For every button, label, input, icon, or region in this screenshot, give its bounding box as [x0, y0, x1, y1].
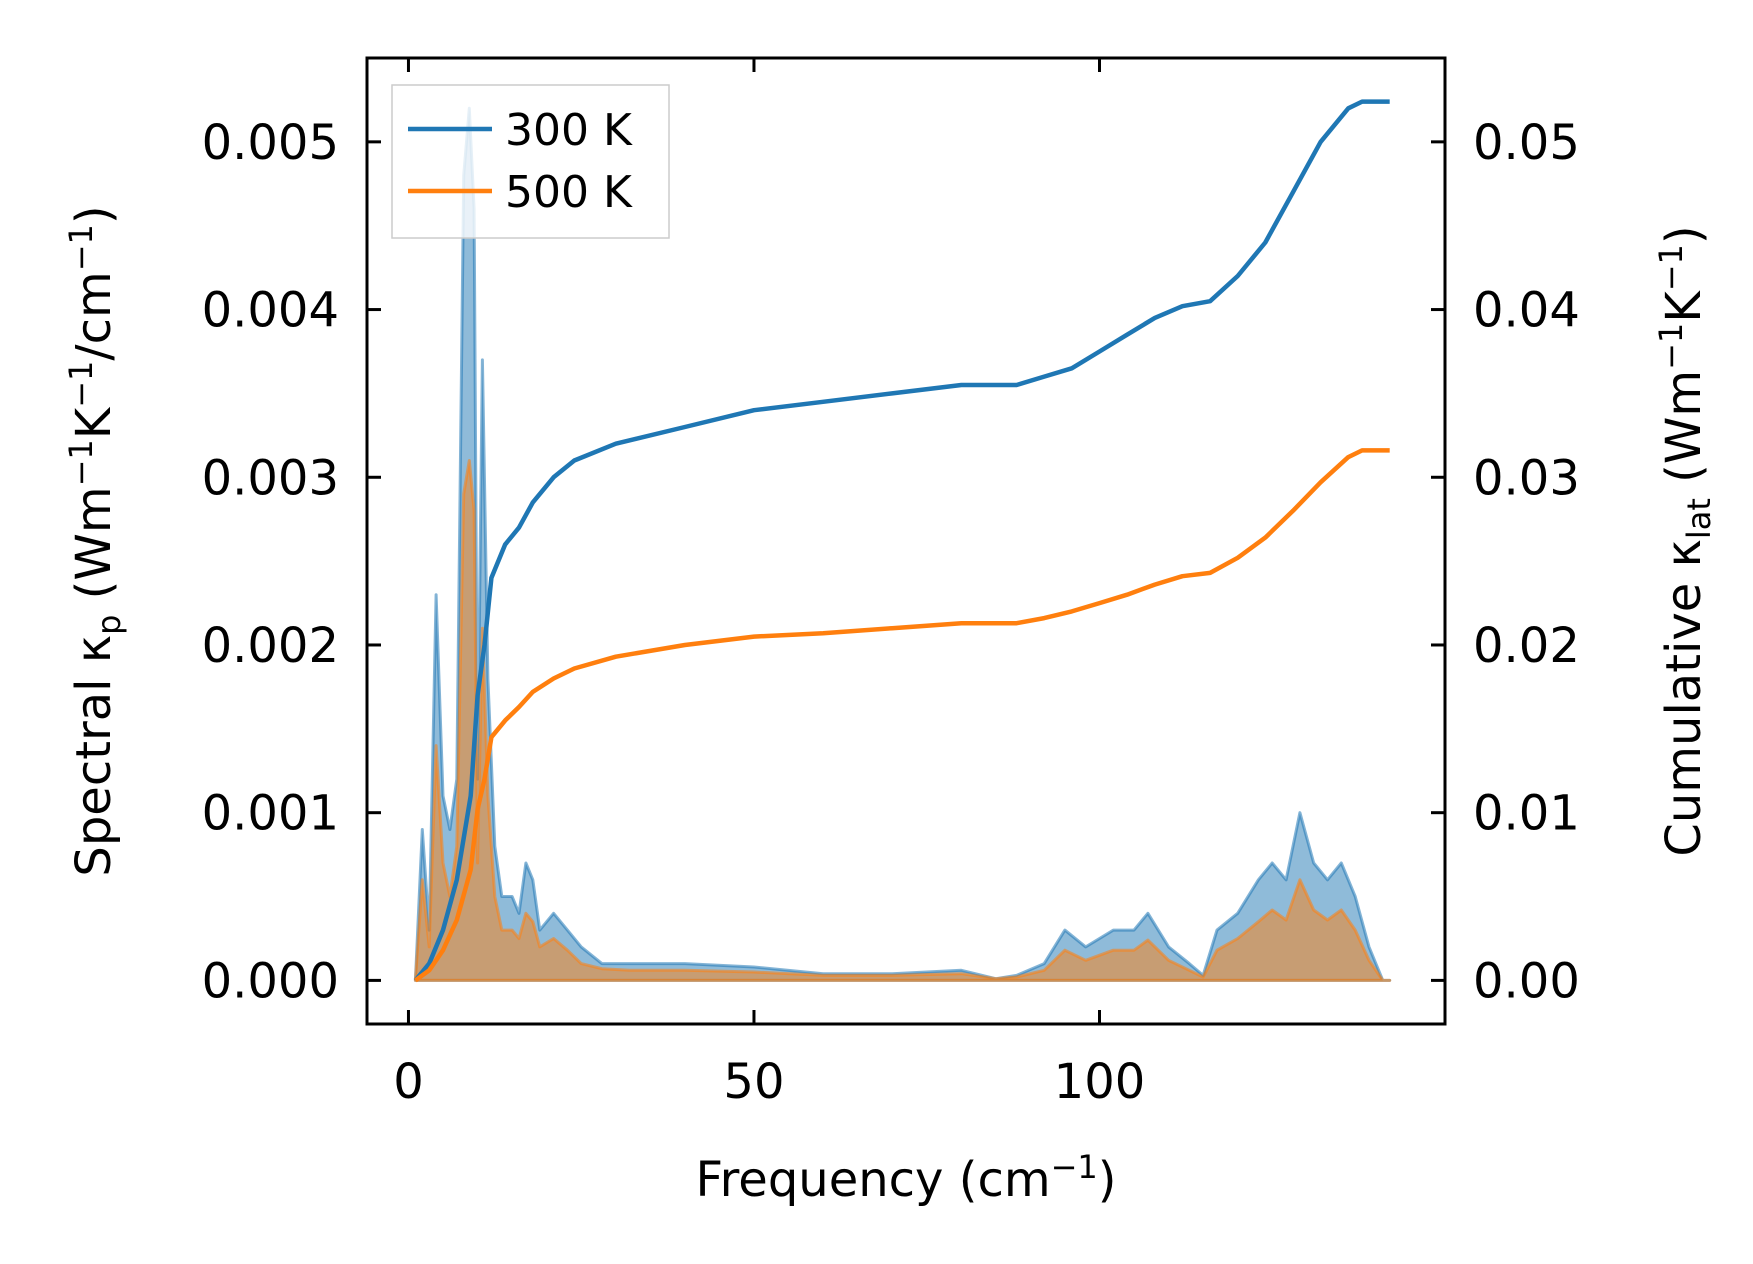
plot-frame [365, 56, 1447, 1026]
left-y-tick-label: 0.002 [202, 618, 339, 674]
x-tick-label: 50 [723, 1054, 784, 1110]
spectral-area-300k [413, 106, 1392, 982]
right-y-ticks: 0.00 0.01 0.02 0.03 0.04 0.05 [1431, 115, 1580, 1009]
legend-box [391, 84, 670, 239]
x-ticks: 0 50 100 [393, 58, 1145, 1110]
left-y-axis-title: Spectral κp (Wm−1K−1/cm−1) [62, 205, 128, 876]
legend-label-300k: 300 K [505, 105, 633, 156]
spectral-area-500k [413, 459, 1392, 982]
cumulative-line-500k [414, 448, 1390, 983]
left-y-tick-label: 0.001 [202, 786, 339, 842]
left-y-tick-label: 0.005 [202, 115, 339, 171]
right-y-tick-label: 0.03 [1473, 450, 1580, 506]
right-y-tick-label: 0.00 [1473, 953, 1580, 1009]
legend: 300 K 500 K [391, 84, 670, 239]
left-y-tick-label: 0.003 [202, 450, 339, 506]
right-y-tick-label: 0.01 [1473, 786, 1580, 842]
x-tick-label: 100 [1054, 1054, 1146, 1110]
right-y-axis-title: Cumulative κlat (Wm−1K−1) [1652, 225, 1718, 856]
cumulative-line-300k [413, 99, 1390, 982]
right-y-tick-label: 0.05 [1473, 115, 1580, 171]
cumulative-lines [413, 99, 1390, 983]
spectral-fills [413, 106, 1392, 982]
left-y-tick-label: 0.004 [202, 283, 339, 339]
right-y-tick-label: 0.04 [1473, 283, 1580, 339]
right-y-tick-label: 0.02 [1473, 618, 1580, 674]
left-y-ticks: 0.000 0.001 0.002 0.003 0.004 0.005 [202, 115, 381, 1009]
legend-label-500k: 500 K [505, 167, 633, 218]
left-y-tick-label: 0.000 [202, 953, 339, 1009]
x-tick-label: 0 [393, 1054, 424, 1110]
x-axis-title: Frequency (cm−1) [695, 1148, 1116, 1208]
